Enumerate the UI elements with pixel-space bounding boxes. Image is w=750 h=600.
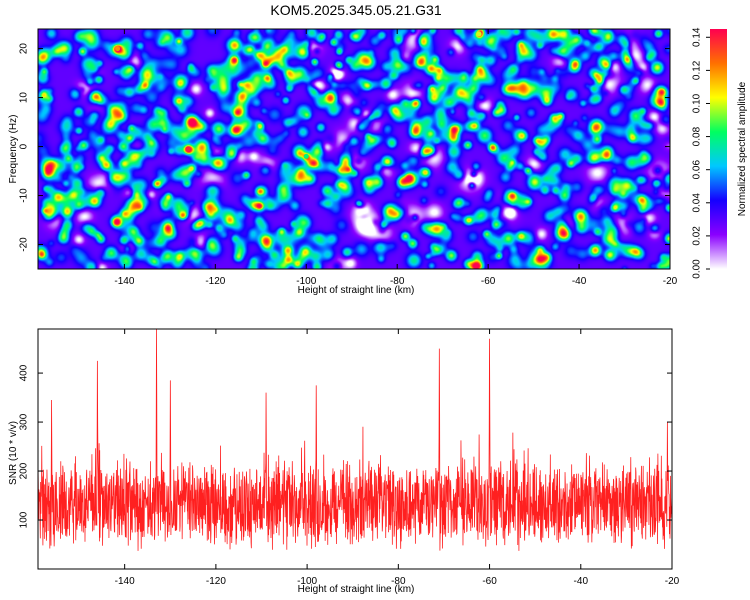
heatmap-x-tick-label: -60 bbox=[481, 276, 496, 287]
heatmap-frame bbox=[37, 28, 671, 270]
snr-x-tick-label: -100 bbox=[297, 576, 317, 587]
heatmap-x-tick-label: -140 bbox=[114, 276, 134, 287]
heatmap-x-axis: -140 -120 -100 -80 -60 -40 -20 bbox=[114, 29, 678, 287]
snr-x-tick-label: -40 bbox=[574, 576, 589, 587]
snr-y-tick-label: 200 bbox=[19, 462, 30, 479]
snr-x-tick-label: -20 bbox=[665, 576, 680, 587]
colorbar-tick-label: 0.08 bbox=[692, 126, 703, 146]
heatmap-hotspot bbox=[115, 46, 121, 52]
heatmap-hotspots bbox=[115, 31, 482, 159]
heatmap-x-tick-label: -40 bbox=[572, 276, 587, 287]
heatmap-hotspot bbox=[303, 153, 309, 159]
snr-series-line bbox=[38, 329, 672, 551]
colorbar-tick-label: 0.12 bbox=[692, 60, 703, 80]
heatmap-hotspot bbox=[476, 31, 482, 37]
heatmap-x-tick-label: -120 bbox=[205, 276, 225, 287]
colorbar: 0.00 0.02 0.04 0.06 0.08 0.10 0.12 0.14 Normali… bbox=[692, 27, 748, 279]
snr-x-tick-label: -140 bbox=[115, 576, 135, 587]
snr-y-axis: 100 200 300 400 bbox=[19, 364, 672, 528]
chart-title: KOM5.2025.345.05.21.G31 bbox=[270, 2, 441, 18]
snr-chart: -140 -120 -100 -80 -60 -40 -20 100 200 300 400 He… bbox=[8, 328, 680, 595]
heatmap-y-tick-label: 10 bbox=[19, 92, 30, 104]
heatmap-hotspot bbox=[185, 146, 191, 152]
snr-y-tick-label: 300 bbox=[19, 413, 30, 430]
snr-frame bbox=[37, 328, 673, 570]
heatmap-canvas bbox=[38, 29, 670, 269]
heatmap-x-tick-label: -80 bbox=[390, 276, 405, 287]
heatmap-x-tick-label: -100 bbox=[296, 276, 316, 287]
snr-x-axis: -140 -120 -100 -80 -60 -40 -20 bbox=[115, 329, 680, 587]
colorbar-tick-label: 0.06 bbox=[692, 160, 703, 180]
colorbar-tick-label: 0.02 bbox=[692, 226, 703, 246]
heatmap-x-tick-label: -20 bbox=[663, 276, 678, 287]
colorbar-bar bbox=[710, 29, 727, 269]
snr-x-tick-label: -60 bbox=[482, 576, 497, 587]
colorbar-tick-label: 0.14 bbox=[692, 27, 703, 47]
heatmap-x-label: Height of straight line (km) bbox=[298, 285, 415, 296]
snr-x-tick-label: -120 bbox=[206, 576, 226, 587]
heatmap-y-axis: -20 -10 0 10 20 bbox=[19, 43, 670, 252]
snr-x-tick-label: -80 bbox=[391, 576, 406, 587]
heatmap-image bbox=[38, 29, 670, 269]
heatmap-y-tick-label: -10 bbox=[19, 188, 30, 203]
snr-y-tick-label: 400 bbox=[19, 364, 30, 381]
heatmap-y-tick-label: -20 bbox=[19, 237, 30, 252]
colorbar-tick-label: 0.00 bbox=[692, 259, 703, 279]
colorbar-tick-label: 0.04 bbox=[692, 193, 703, 213]
colorbar-ticks: 0.00 0.02 0.04 0.06 0.08 0.10 0.12 0.14 bbox=[692, 27, 710, 279]
heatmap-y-tick-label: 0 bbox=[19, 143, 30, 149]
snr-y-tick-label: 100 bbox=[19, 511, 30, 528]
snr-y-label: SNR (10 * v/v) bbox=[8, 421, 19, 485]
colorbar-tick-label: 0.10 bbox=[692, 93, 703, 113]
colorbar-label: Normalized spectral amplitude bbox=[737, 81, 748, 216]
heatmap-y-label: Frequency (Hz) bbox=[8, 115, 19, 184]
snr-x-label: Height of straight line (km) bbox=[298, 584, 415, 595]
heatmap-y-tick-label: 20 bbox=[19, 43, 30, 55]
